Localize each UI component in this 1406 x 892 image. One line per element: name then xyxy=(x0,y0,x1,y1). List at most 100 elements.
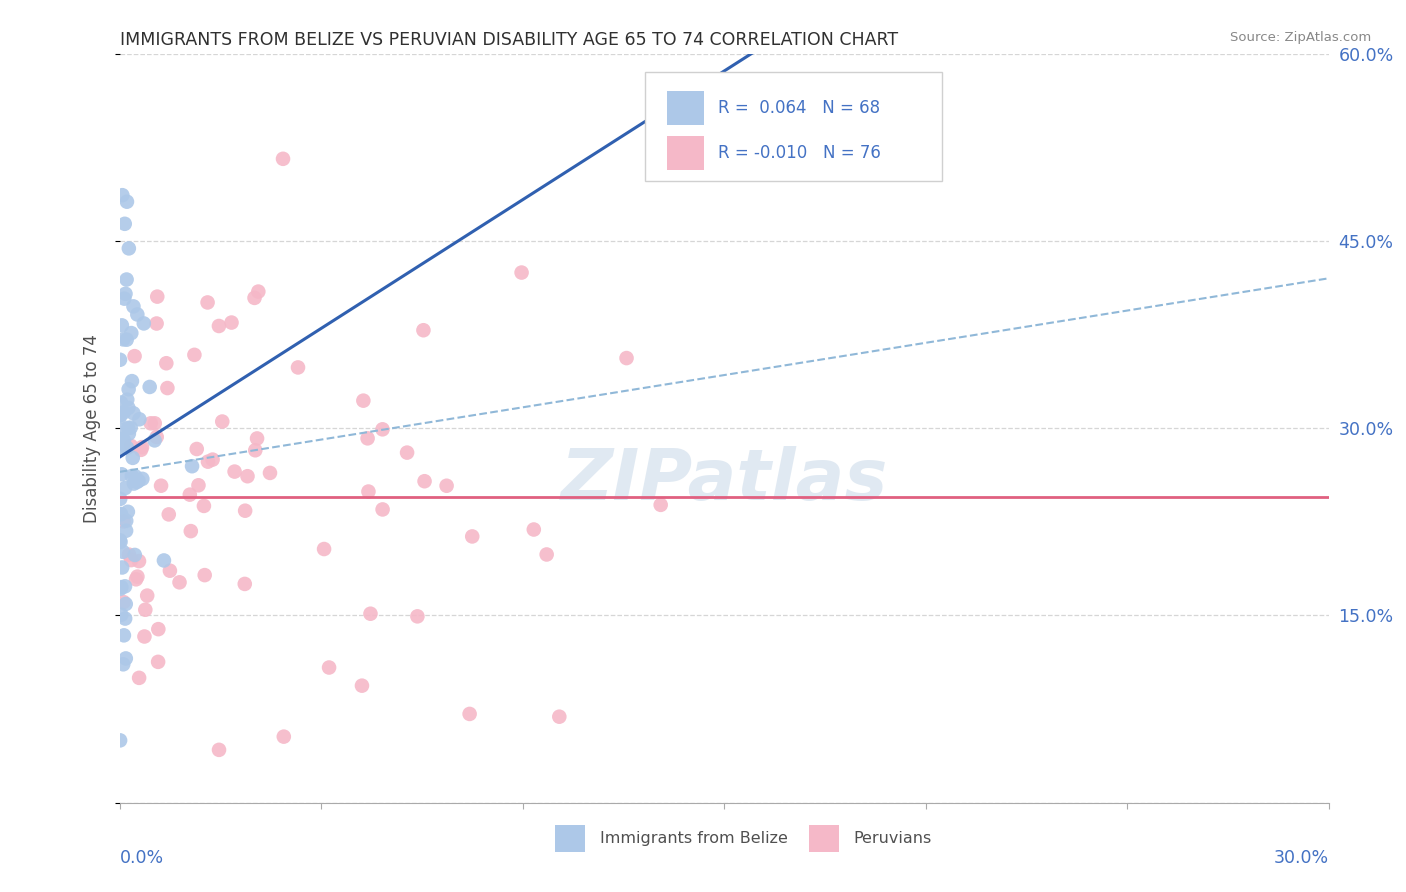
Point xyxy=(114,481,136,495)
Point xyxy=(117,505,139,519)
Point xyxy=(145,317,167,331)
Point xyxy=(114,611,136,625)
Point xyxy=(259,466,281,480)
Point xyxy=(118,548,141,562)
Point xyxy=(114,597,136,611)
Point xyxy=(110,395,132,409)
Point xyxy=(183,348,205,362)
Point xyxy=(193,499,215,513)
Point xyxy=(112,657,135,672)
Point xyxy=(548,709,571,723)
Point xyxy=(523,523,546,537)
Point xyxy=(233,577,256,591)
Point xyxy=(110,507,132,521)
Point xyxy=(616,351,638,365)
Point xyxy=(153,553,176,567)
FancyBboxPatch shape xyxy=(645,72,942,181)
Point xyxy=(108,533,131,548)
Point xyxy=(134,630,156,644)
Point xyxy=(169,575,191,590)
Point xyxy=(186,442,208,456)
Text: ZIPatlas: ZIPatlas xyxy=(561,446,887,515)
Point xyxy=(131,440,153,454)
Point xyxy=(120,326,142,340)
Point xyxy=(536,548,558,562)
Point xyxy=(159,564,181,578)
Point xyxy=(243,291,266,305)
Point xyxy=(114,579,136,593)
Point xyxy=(125,572,148,586)
Point xyxy=(221,316,243,330)
Point xyxy=(458,706,481,721)
Point xyxy=(110,432,132,446)
Point xyxy=(208,743,231,757)
Point xyxy=(194,568,217,582)
Point xyxy=(111,442,134,456)
Point xyxy=(128,554,150,568)
Point xyxy=(180,524,202,538)
Point xyxy=(371,502,394,516)
Point xyxy=(112,405,135,419)
Point xyxy=(187,478,209,492)
Point xyxy=(115,524,138,538)
Point xyxy=(115,194,138,209)
Point xyxy=(236,469,259,483)
Point xyxy=(118,241,141,255)
Point xyxy=(112,292,135,306)
Point xyxy=(114,286,136,301)
Point xyxy=(108,733,131,747)
Point xyxy=(108,352,131,367)
Point xyxy=(117,421,139,435)
Point xyxy=(318,660,340,674)
Point xyxy=(112,434,135,448)
Point xyxy=(461,529,484,543)
Point xyxy=(247,285,270,299)
Point xyxy=(155,356,177,370)
Point xyxy=(181,459,204,474)
Point xyxy=(120,553,142,567)
Point xyxy=(124,548,146,562)
Text: IMMIGRANTS FROM BELIZE VS PERUVIAN DISABILITY AGE 65 TO 74 CORRELATION CHART: IMMIGRANTS FROM BELIZE VS PERUVIAN DISAB… xyxy=(120,31,897,49)
Point xyxy=(273,730,295,744)
Text: R = -0.010   N = 76: R = -0.010 N = 76 xyxy=(718,144,882,161)
Point xyxy=(352,393,374,408)
Text: Source: ZipAtlas.com: Source: ZipAtlas.com xyxy=(1230,31,1371,45)
Point xyxy=(197,295,219,310)
Point xyxy=(127,308,149,322)
Point xyxy=(145,430,167,444)
Point xyxy=(179,488,201,502)
Point xyxy=(129,442,152,457)
Point xyxy=(110,507,132,521)
Point xyxy=(510,266,533,280)
Point xyxy=(108,410,131,425)
Point xyxy=(224,465,246,479)
Point xyxy=(110,535,132,549)
Point xyxy=(406,609,429,624)
Point xyxy=(111,188,134,202)
Point xyxy=(350,679,373,693)
Point xyxy=(148,622,170,636)
Point xyxy=(136,589,159,603)
Point xyxy=(124,349,146,363)
Point xyxy=(271,152,294,166)
Point xyxy=(108,491,131,506)
Point xyxy=(357,484,380,499)
Point xyxy=(117,392,139,407)
Point xyxy=(108,409,131,423)
Point xyxy=(121,450,143,465)
Point xyxy=(436,479,458,493)
Point xyxy=(111,467,134,482)
Point xyxy=(110,607,132,622)
Point xyxy=(131,472,153,486)
Point xyxy=(157,508,180,522)
Point xyxy=(233,504,256,518)
Point xyxy=(128,412,150,426)
Point xyxy=(112,437,135,451)
Bar xyxy=(668,136,703,169)
Point xyxy=(143,434,166,448)
Point xyxy=(122,300,145,314)
Point xyxy=(143,417,166,431)
Text: R =  0.064   N = 68: R = 0.064 N = 68 xyxy=(718,99,880,117)
Point xyxy=(371,422,394,436)
Point xyxy=(110,580,132,594)
